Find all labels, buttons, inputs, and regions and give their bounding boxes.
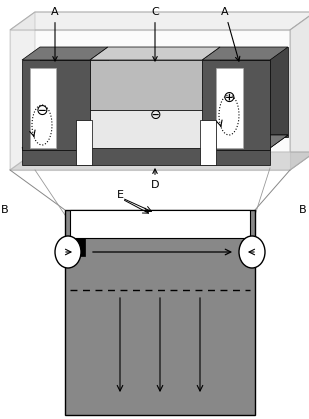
Text: E: E (116, 190, 124, 200)
Bar (70, 238, 85, 256)
Polygon shape (22, 135, 288, 148)
Polygon shape (108, 47, 220, 97)
Text: $\oplus$: $\oplus$ (222, 90, 236, 104)
Bar (22, 148, 270, 165)
Ellipse shape (55, 236, 81, 268)
Polygon shape (22, 135, 288, 148)
Ellipse shape (239, 236, 265, 268)
Text: $\ominus$: $\ominus$ (149, 108, 161, 122)
Text: $\ominus$: $\ominus$ (35, 103, 49, 117)
Polygon shape (40, 47, 108, 137)
Polygon shape (10, 152, 309, 170)
Bar (202, 60, 270, 150)
Bar (200, 120, 216, 165)
Bar (90, 110, 202, 148)
Polygon shape (90, 47, 220, 60)
Polygon shape (290, 12, 309, 170)
Bar (22, 60, 90, 150)
Polygon shape (220, 47, 288, 137)
Polygon shape (10, 30, 290, 170)
Bar (30, 68, 56, 148)
Polygon shape (10, 12, 35, 170)
Bar (70, 210, 250, 238)
Polygon shape (202, 47, 288, 60)
Text: A: A (221, 7, 240, 61)
Bar (65, 210, 255, 415)
Text: B: B (1, 205, 9, 215)
Polygon shape (10, 12, 309, 30)
Bar (216, 68, 243, 148)
Text: B: B (299, 205, 307, 215)
Text: C: C (151, 7, 159, 61)
Bar (76, 120, 92, 165)
Bar (90, 60, 202, 110)
Text: A: A (51, 7, 59, 61)
Polygon shape (22, 47, 108, 60)
Text: D: D (151, 169, 159, 190)
